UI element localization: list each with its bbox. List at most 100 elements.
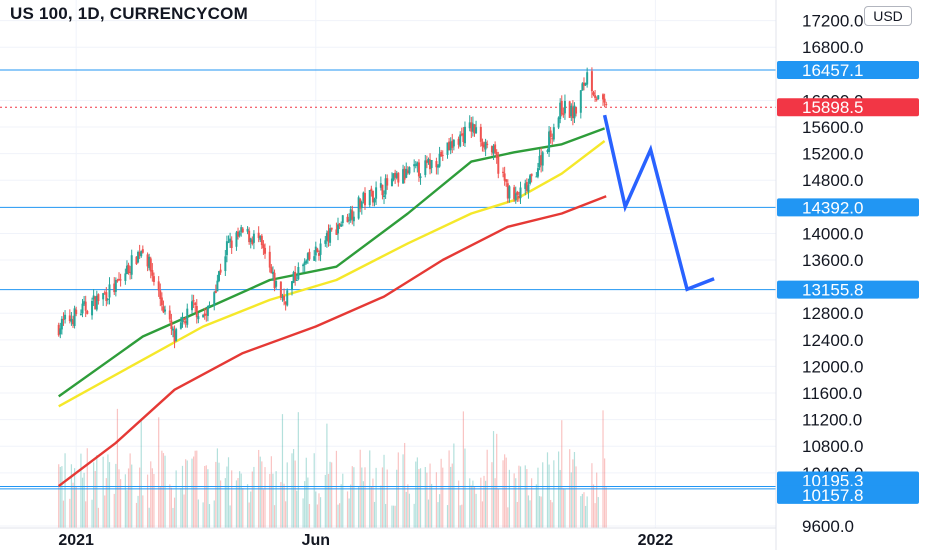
candle-body bbox=[416, 162, 419, 167]
volume-bar bbox=[137, 495, 139, 528]
volume-bar bbox=[405, 491, 407, 528]
volume-bar bbox=[573, 451, 576, 528]
candle-body bbox=[303, 261, 306, 265]
volume-bar bbox=[484, 480, 487, 528]
volume-bar bbox=[59, 466, 61, 528]
volume-bars bbox=[58, 408, 607, 528]
volume-bar bbox=[148, 507, 150, 528]
volume-bar bbox=[605, 487, 607, 528]
candle-body bbox=[586, 72, 589, 85]
candle-body bbox=[238, 232, 241, 236]
volume-bar bbox=[297, 412, 299, 528]
candle-body bbox=[283, 295, 286, 301]
volume-bar bbox=[458, 480, 460, 528]
candle-body bbox=[403, 168, 406, 180]
volume-bar bbox=[186, 460, 188, 528]
candle-body bbox=[316, 248, 319, 252]
volume-bar bbox=[364, 467, 366, 528]
volume-bar bbox=[470, 485, 472, 528]
volume-bar bbox=[307, 477, 309, 528]
candle-body bbox=[357, 197, 360, 219]
volume-bar bbox=[381, 467, 384, 528]
candle-body bbox=[217, 271, 220, 281]
volume-bar bbox=[472, 480, 474, 528]
volume-bar bbox=[281, 414, 284, 528]
candle-body bbox=[595, 98, 598, 101]
price-label-text: 13155.8 bbox=[802, 281, 863, 300]
volume-bar bbox=[264, 467, 266, 528]
candle-body bbox=[441, 154, 444, 156]
candle-body bbox=[137, 251, 140, 263]
volume-bar bbox=[205, 465, 207, 528]
candle-body bbox=[314, 246, 317, 256]
price-label-text: 16457.1 bbox=[802, 61, 863, 80]
candle-body bbox=[329, 228, 332, 243]
volume-bar bbox=[285, 501, 287, 528]
volume-bar bbox=[419, 468, 422, 528]
candle-body bbox=[541, 152, 544, 166]
candle-body bbox=[406, 170, 409, 173]
candle-body bbox=[114, 279, 117, 292]
y-tick-label: 14800.0 bbox=[802, 171, 863, 190]
volume-bar bbox=[318, 493, 320, 528]
volume-bar bbox=[386, 469, 388, 528]
candle-body bbox=[106, 298, 109, 300]
volume-bar bbox=[269, 473, 271, 528]
volume-bar bbox=[118, 469, 120, 528]
volume-bar bbox=[426, 472, 428, 528]
volume-bar bbox=[185, 459, 187, 528]
candle-body bbox=[502, 171, 505, 173]
candle-body bbox=[57, 324, 60, 336]
candle-body bbox=[516, 191, 519, 195]
candle-body bbox=[506, 183, 509, 199]
y-tick-label: 12000.0 bbox=[802, 357, 863, 376]
candle-body bbox=[246, 228, 249, 232]
candle-body bbox=[405, 168, 408, 178]
candle-body bbox=[73, 308, 76, 326]
volume-bar bbox=[229, 505, 231, 528]
candle-body bbox=[379, 183, 382, 188]
volume-bar bbox=[564, 488, 566, 528]
volume-bar bbox=[594, 503, 596, 528]
volume-bar bbox=[62, 500, 65, 528]
volume-bar bbox=[515, 478, 517, 528]
volume-bar bbox=[204, 465, 206, 528]
candle-body bbox=[490, 146, 493, 153]
y-axis[interactable]: 9600.010400.010800.011200.011600.012000.… bbox=[775, 0, 932, 550]
volume-bar bbox=[348, 498, 350, 528]
candle-body bbox=[302, 264, 305, 267]
candle-body bbox=[462, 133, 465, 143]
volume-bar bbox=[531, 478, 533, 528]
volume-bar bbox=[296, 490, 298, 528]
volume-bar bbox=[105, 478, 107, 528]
candle-body bbox=[360, 201, 363, 208]
volume-bar bbox=[235, 480, 238, 528]
candle-body bbox=[375, 187, 378, 199]
x-axis-background bbox=[0, 528, 776, 550]
volume-bar bbox=[85, 501, 87, 528]
volume-bar bbox=[537, 467, 539, 528]
volume-bar bbox=[502, 460, 504, 528]
candle-body bbox=[327, 231, 330, 242]
candle-body bbox=[295, 280, 298, 282]
currency-button[interactable]: USD bbox=[864, 6, 912, 26]
volume-bar bbox=[169, 484, 171, 528]
volume-bar bbox=[372, 478, 374, 528]
candle-body bbox=[152, 276, 155, 282]
volume-bar bbox=[305, 457, 307, 528]
candle-body bbox=[519, 187, 522, 199]
candle-body bbox=[486, 143, 489, 145]
candle-body bbox=[557, 117, 560, 128]
volume-bar bbox=[561, 420, 563, 528]
volume-bar bbox=[596, 472, 598, 528]
candle-body bbox=[590, 71, 593, 92]
projection-line[interactable] bbox=[602, 114, 715, 292]
candle-body bbox=[286, 290, 289, 306]
volume-bar bbox=[207, 469, 209, 528]
volume-bar bbox=[93, 462, 95, 528]
projection-drawing[interactable] bbox=[602, 114, 715, 292]
y-tick-label: 11600.0 bbox=[802, 384, 862, 403]
candle-body bbox=[592, 92, 595, 95]
volume-bar bbox=[294, 460, 296, 528]
